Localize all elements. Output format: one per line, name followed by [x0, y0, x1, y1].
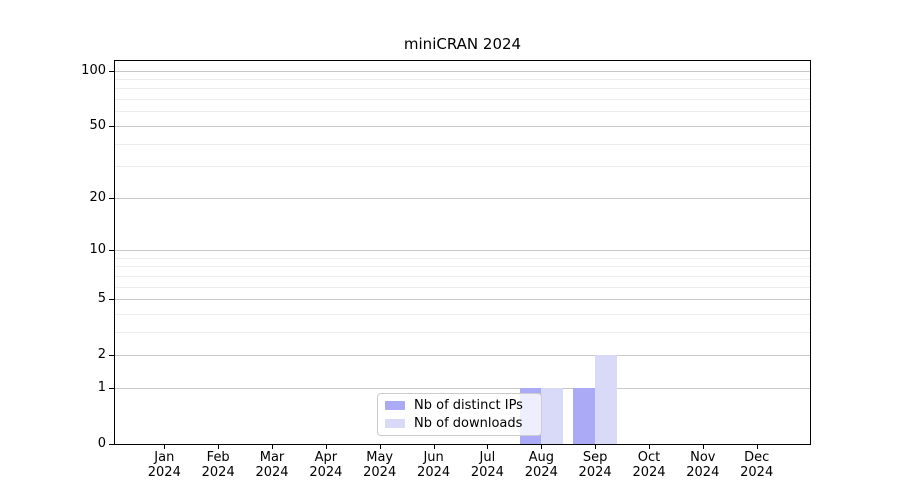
x-axis-tick-label: Apr 2024: [294, 450, 358, 480]
x-axis-tick-label-year: 2024: [686, 465, 720, 480]
x-axis-tick-label-month: May: [366, 450, 394, 465]
y-axis-tick-label: 1: [97, 379, 106, 395]
legend-item-downloads: Nb of downloads: [385, 416, 535, 431]
y-axis-tick: [109, 388, 114, 389]
y-gridline-minor: [115, 111, 810, 113]
x-axis-tick: [702, 445, 704, 449]
x-axis-tick: [272, 445, 273, 449]
y-gridline-minor: [115, 99, 810, 100]
y-gridline-major: [115, 387, 810, 389]
y-axis-tick: [109, 198, 114, 199]
y-axis-tick-label: 20: [89, 189, 106, 205]
y-axis-tick-label: 5: [97, 291, 106, 306]
y-gridline-major: [115, 299, 810, 300]
legend-label-downloads: Nb of downloads: [414, 416, 523, 431]
x-axis-tick: [649, 445, 650, 449]
y-gridline-major: [115, 355, 810, 357]
x-axis-tick-label-year: 2024: [578, 465, 612, 480]
x-axis-tick-label: Aug 2024: [509, 450, 573, 480]
y-axis-tick: [109, 444, 114, 445]
x-axis-tick-label-month: Jul: [479, 450, 496, 465]
x-axis-tick-label-year: 2024: [470, 465, 504, 480]
y-gridline-minor: [115, 266, 810, 268]
x-axis-tick: [164, 445, 166, 449]
y-axis-tick: [109, 299, 114, 300]
y-gridline-minor: [115, 313, 810, 315]
y-gridline-minor: [115, 286, 810, 288]
x-axis-tick-label: Sep 2024: [563, 450, 627, 480]
y-gridline-major: [115, 70, 810, 72]
x-axis-tick-label: Jun 2024: [402, 450, 466, 480]
x-axis-tick: [487, 445, 489, 449]
legend-swatch-distinct-ips-icon: [385, 401, 405, 410]
y-gridline-minor: [115, 257, 810, 259]
x-axis-tick: [433, 445, 435, 449]
x-axis-tick-label-month: Aug: [528, 450, 554, 465]
x-axis-tick-label: Mar 2024: [240, 450, 304, 480]
y-gridline-minor: [115, 88, 810, 90]
x-axis-tick-label-year: 2024: [632, 465, 666, 480]
x-axis-tick-label-month: Dec: [744, 450, 770, 465]
x-axis-tick-label-year: 2024: [255, 465, 289, 480]
chart-title: miniCRAN 2024: [403, 35, 522, 53]
legend-swatch-downloads-icon: [385, 419, 405, 428]
x-axis-tick-label-month: Mar: [259, 450, 285, 465]
y-axis-tick-label: 10: [89, 241, 106, 257]
x-axis-tick: [379, 445, 381, 449]
bar-downloads: [541, 387, 563, 444]
y-axis-tick-label: 50: [89, 117, 106, 133]
x-axis-tick-label-year: 2024: [417, 465, 451, 480]
x-axis-tick: [756, 445, 758, 449]
y-axis-tick-label: 2: [97, 347, 106, 363]
y-axis-tick-label: 100: [81, 62, 106, 78]
x-axis-tick-label-month: Jan: [154, 450, 175, 465]
y-axis-tick: [109, 355, 114, 356]
x-axis-tick-label-year: 2024: [524, 465, 558, 480]
x-axis-tick-label: Jan 2024: [132, 450, 196, 480]
y-gridline-minor: [115, 331, 810, 333]
x-axis-tick: [595, 445, 597, 449]
bar-distinct-ips: [573, 387, 596, 444]
y-axis-tick: [109, 126, 114, 127]
x-axis-tick-label-month: Nov: [690, 450, 716, 465]
bar-downloads: [595, 355, 617, 444]
x-axis-tick-label-year: 2024: [147, 465, 181, 480]
x-axis-tick-label: May 2024: [348, 450, 412, 480]
x-axis-tick-label: Dec 2024: [725, 450, 789, 480]
y-axis-tick: [109, 250, 114, 251]
y-gridline-minor: [115, 143, 810, 145]
x-axis-tick-label-year: 2024: [309, 465, 343, 480]
y-gridline-minor: [115, 166, 810, 168]
x-axis-tick-label-year: 2024: [740, 465, 774, 480]
y-gridline-major: [115, 249, 810, 251]
x-axis-tick-label: Nov 2024: [671, 450, 735, 480]
x-axis-tick-label-month: Jun: [423, 450, 444, 465]
x-axis-tick-label: Feb 2024: [186, 450, 250, 480]
x-axis-tick-label-year: 2024: [363, 465, 397, 480]
x-axis-tick-label: Oct 2024: [617, 450, 681, 480]
legend: Nb of distinct IPs Nb of downloads: [377, 393, 542, 436]
legend-label-distinct-ips: Nb of distinct IPs: [414, 398, 523, 413]
y-axis-tick-label: 0: [97, 436, 106, 451]
x-axis-tick-label: Jul 2024: [455, 450, 519, 480]
y-gridline-major: [115, 197, 810, 199]
y-gridline-minor: [115, 78, 810, 80]
y-gridline-minor: [115, 275, 810, 277]
x-axis-tick: [541, 445, 543, 449]
x-axis-tick-label-month: Feb: [206, 450, 230, 465]
x-axis-tick-label-month: Apr: [314, 450, 338, 465]
x-axis-tick-label-month: Oct: [637, 450, 661, 465]
y-axis-tick: [109, 71, 114, 72]
legend-item-distinct-ips: Nb of distinct IPs: [385, 398, 535, 413]
x-axis-tick-label-month: Sep: [582, 450, 608, 465]
x-axis-tick: [325, 445, 327, 449]
x-axis-tick: [218, 445, 220, 449]
y-gridline-major: [115, 125, 810, 127]
x-axis-tick-label-year: 2024: [201, 465, 235, 480]
